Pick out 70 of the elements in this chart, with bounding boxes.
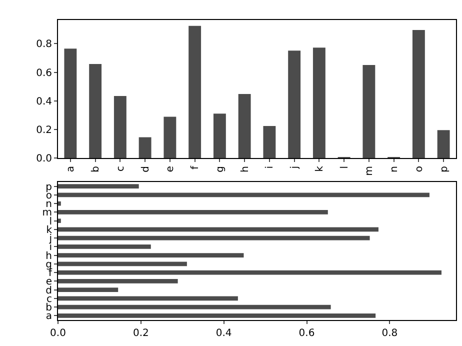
y-tick-label: 0.2 [36, 124, 52, 136]
y-tick-label: h [46, 250, 52, 262]
y-tick-label: e [46, 276, 52, 288]
bar [58, 236, 370, 240]
bar [58, 279, 178, 284]
x-tick-label: c [115, 166, 126, 172]
x-tick-label: p [438, 166, 450, 172]
bar [58, 192, 430, 198]
x-tick-label: e [165, 166, 176, 172]
bar [188, 26, 202, 158]
bar [58, 218, 61, 223]
bar [238, 94, 251, 158]
x-tick-label: l [339, 166, 350, 169]
y-tick-label: m [42, 208, 52, 219]
x-tick-label: k [314, 166, 326, 172]
x-tick-label: i [264, 166, 276, 169]
bar [58, 304, 331, 310]
bar [263, 126, 276, 158]
y-tick-label: f [48, 268, 52, 280]
x-tick-label: b [90, 166, 102, 172]
bar [362, 65, 376, 158]
bar [58, 201, 61, 206]
x-tick-label: a [66, 166, 77, 172]
bar [58, 270, 442, 275]
y-tick-label: 0.4 [36, 96, 52, 108]
bar [58, 253, 244, 258]
x-tick-label: 0.2 [132, 328, 149, 339]
y-tick-label: 0.6 [36, 68, 52, 79]
bar [138, 137, 152, 158]
bar [114, 96, 126, 158]
x-tick-label: 0.6 [298, 328, 315, 339]
bar [89, 64, 102, 158]
bar [58, 227, 378, 232]
y-tick-label: c [46, 294, 52, 305]
x-tick-label: 0.4 [216, 328, 232, 339]
bar [58, 296, 238, 301]
bar [58, 184, 139, 188]
bar [412, 30, 425, 158]
x-tick-label: m [364, 166, 376, 176]
bar [213, 114, 226, 158]
x-tick-label: g [214, 166, 226, 172]
bar [58, 244, 151, 249]
bar [58, 210, 328, 214]
bar [64, 48, 77, 158]
x-tick-label: 0.8 [382, 328, 398, 339]
x-tick-label: n [389, 166, 400, 172]
y-tick-label: 0.8 [36, 39, 52, 50]
bar [58, 288, 118, 292]
y-tick-label: g [46, 259, 52, 270]
y-tick-label: o [46, 190, 52, 202]
y-tick-label: l [49, 216, 52, 228]
x-tick-label: o [414, 166, 425, 172]
bar [58, 262, 187, 266]
y-tick-label: k [46, 224, 52, 236]
x-tick-label: f [190, 166, 202, 170]
y-tick-label: b [46, 302, 52, 314]
bar [437, 130, 450, 158]
y-tick-label: j [48, 234, 52, 245]
y-tick-label: a [46, 311, 52, 322]
x-tick-label: d [140, 166, 152, 172]
bar [58, 314, 376, 318]
y-tick-label: n [46, 199, 52, 210]
y-tick-label: d [46, 285, 52, 296]
x-tick-label: j [290, 166, 301, 170]
bar [164, 116, 176, 158]
x-tick-label: h [240, 166, 251, 172]
bar [312, 48, 326, 158]
y-tick-label: p [46, 182, 52, 193]
y-tick-label: i [49, 242, 52, 254]
bar [288, 50, 301, 158]
